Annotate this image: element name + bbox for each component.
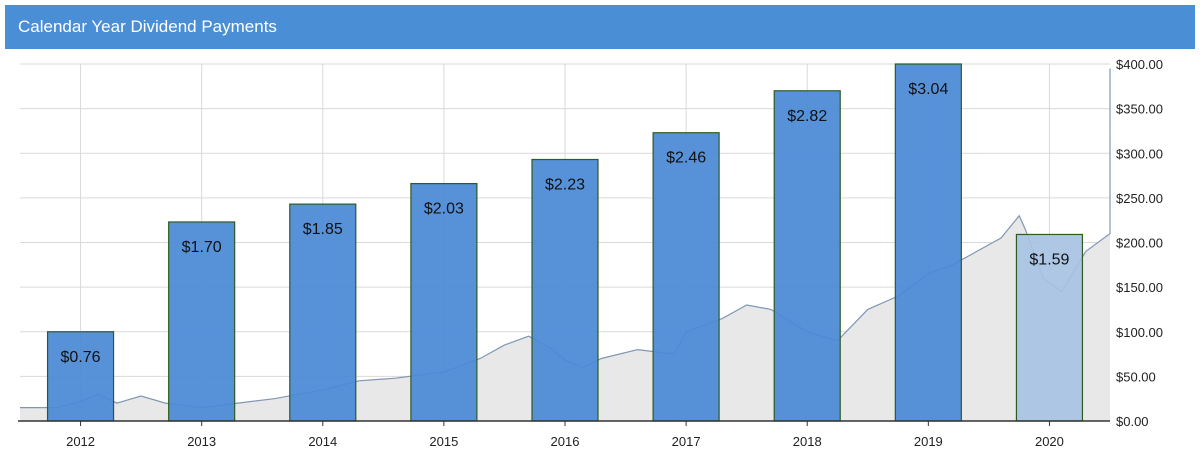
y-tick-label: $250.00: [1116, 191, 1163, 206]
chart-title: Calendar Year Dividend Payments: [18, 17, 277, 36]
y-tick-label: $100.00: [1116, 325, 1163, 340]
bar-2015[interactable]: [410, 182, 478, 422]
price-area-fill: [20, 68, 1110, 421]
bar-label-2012: $0.76: [61, 349, 101, 366]
bar-label-2019: $3.04: [908, 81, 948, 98]
x-tick-label-2019: 2019: [914, 434, 943, 449]
bar-label-2017: $2.46: [666, 150, 706, 167]
y-tick-label: $150.00: [1116, 280, 1163, 295]
bar-label-2014: $1.85: [303, 221, 343, 238]
bar-label-2015: $2.03: [424, 201, 464, 218]
bar-2019[interactable]: [894, 63, 962, 422]
bar-2013[interactable]: [168, 221, 236, 422]
bar-2016[interactable]: [531, 158, 599, 422]
x-tick-label-2016: 2016: [551, 434, 580, 449]
y-tick-label: $0.00: [1116, 414, 1149, 429]
bar-2014[interactable]: [289, 203, 357, 422]
y-tick-label: $350.00: [1116, 102, 1163, 117]
x-tick-label-2014: 2014: [308, 434, 337, 449]
bar-2012[interactable]: [46, 331, 115, 422]
x-tick-label-2018: 2018: [793, 434, 822, 449]
bar-2020[interactable]: [1015, 233, 1084, 422]
bar-label-2013: $1.70: [182, 239, 222, 256]
bar-label-2020: $1.59: [1029, 251, 1069, 268]
bars-group: $0.76 $1.70 $1.85 $2.03 $2.23 $2.46 $2.82 $3.04…: [46, 63, 1084, 422]
bar-2018[interactable]: [773, 90, 841, 422]
x-tick-label-2015: 2015: [429, 434, 458, 449]
y-tick-label: $400.00: [1116, 57, 1163, 72]
bar-label-2016: $2.23: [545, 176, 585, 193]
y-tick-label: $300.00: [1116, 146, 1163, 161]
x-tick-label-2020: 2020: [1035, 434, 1064, 449]
x-tick-label-2012: 2012: [66, 434, 95, 449]
x-tick-label-2017: 2017: [672, 434, 701, 449]
axes-group: 2012 2013 2014 2015 2016 2017 2018 2019 2020 $0.0…: [18, 57, 1163, 449]
x-tick-label-2013: 2013: [187, 434, 216, 449]
chart-title-bar: Calendar Year Dividend Payments: [5, 5, 1195, 49]
bar-2017[interactable]: [652, 132, 720, 422]
bar-label-2018: $2.82: [787, 108, 827, 125]
y-tick-label: $200.00: [1116, 236, 1163, 251]
y-tick-label: $50.00: [1116, 369, 1156, 384]
